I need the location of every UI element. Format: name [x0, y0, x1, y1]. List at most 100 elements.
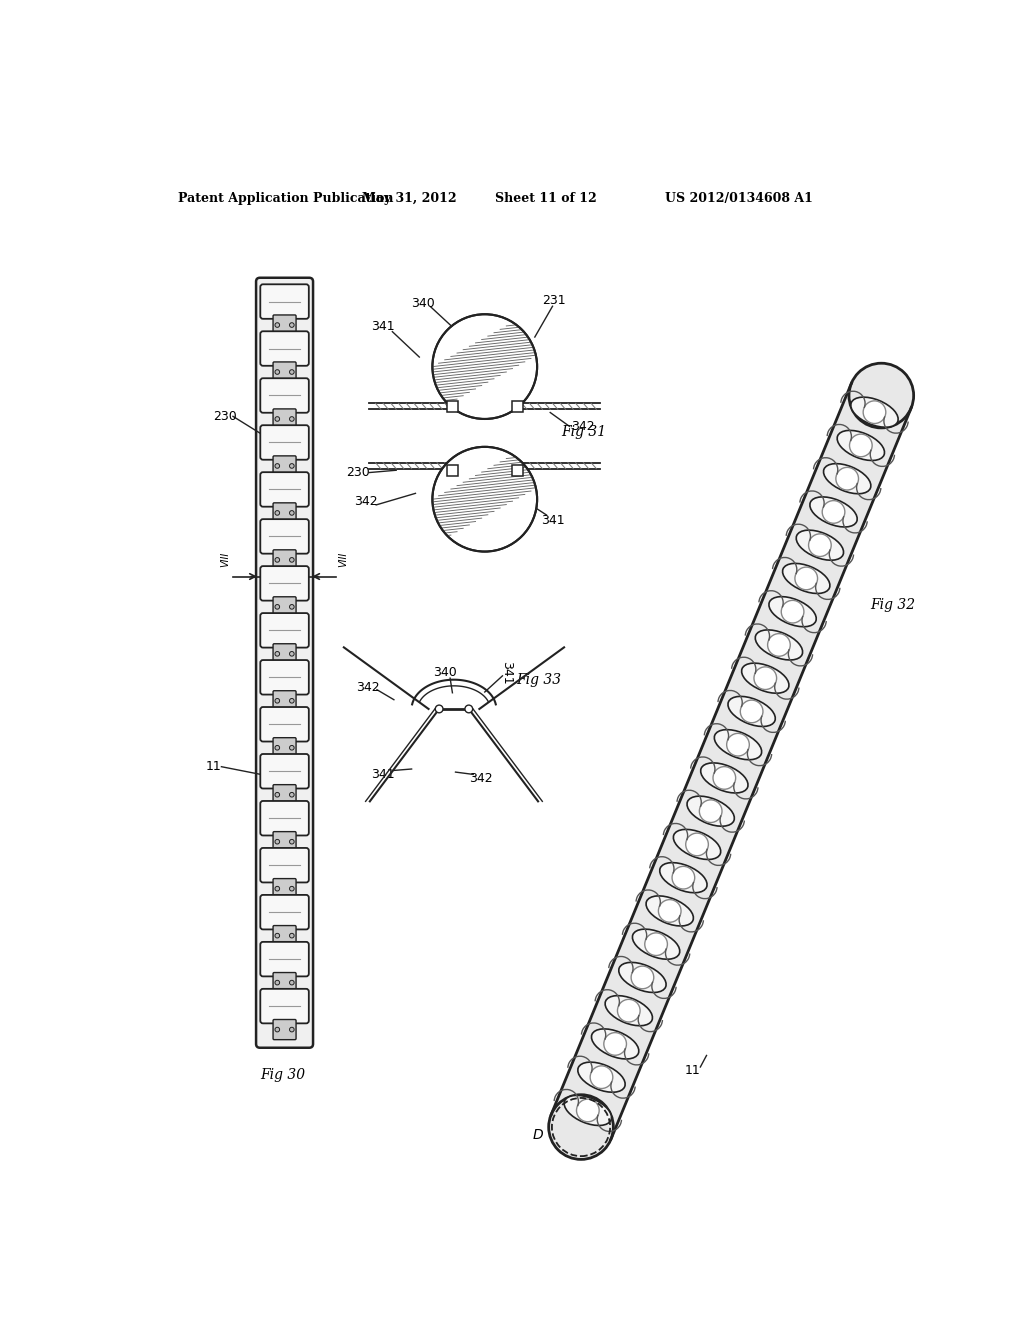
- Circle shape: [617, 999, 640, 1022]
- Circle shape: [822, 500, 845, 523]
- FancyBboxPatch shape: [273, 362, 296, 381]
- Ellipse shape: [756, 630, 803, 660]
- Text: 341: 341: [541, 513, 564, 527]
- Ellipse shape: [851, 397, 898, 428]
- Circle shape: [809, 533, 831, 557]
- Text: Sheet 11 of 12: Sheet 11 of 12: [496, 191, 597, 205]
- Text: Fig 31: Fig 31: [561, 425, 606, 438]
- Circle shape: [781, 601, 804, 623]
- Text: 11: 11: [606, 983, 622, 997]
- Ellipse shape: [797, 531, 844, 560]
- Circle shape: [713, 767, 735, 789]
- Text: May 31, 2012: May 31, 2012: [362, 191, 457, 205]
- Text: VIII: VIII: [339, 552, 348, 568]
- Text: Fig 33: Fig 33: [516, 673, 561, 688]
- Circle shape: [290, 746, 294, 750]
- Text: 342: 342: [469, 772, 493, 785]
- Circle shape: [275, 557, 280, 562]
- FancyBboxPatch shape: [260, 660, 309, 694]
- Circle shape: [275, 511, 280, 515]
- Circle shape: [275, 322, 280, 327]
- Ellipse shape: [782, 564, 829, 594]
- Circle shape: [850, 434, 872, 457]
- Ellipse shape: [741, 663, 788, 693]
- Bar: [446, 401, 458, 412]
- Circle shape: [290, 698, 294, 704]
- FancyBboxPatch shape: [260, 473, 309, 507]
- Ellipse shape: [728, 697, 775, 726]
- FancyBboxPatch shape: [273, 879, 296, 899]
- FancyBboxPatch shape: [273, 409, 296, 429]
- Circle shape: [275, 605, 280, 609]
- FancyBboxPatch shape: [260, 708, 309, 742]
- Circle shape: [290, 557, 294, 562]
- Circle shape: [290, 1027, 294, 1032]
- FancyBboxPatch shape: [273, 738, 296, 758]
- Circle shape: [290, 370, 294, 375]
- Circle shape: [290, 886, 294, 891]
- Text: VIII: VIII: [220, 552, 230, 568]
- Circle shape: [275, 746, 280, 750]
- Circle shape: [275, 886, 280, 891]
- Bar: [512, 401, 522, 412]
- Circle shape: [275, 698, 280, 704]
- Circle shape: [768, 634, 791, 656]
- Ellipse shape: [618, 962, 666, 993]
- Circle shape: [290, 652, 294, 656]
- Text: 341: 341: [500, 661, 513, 685]
- Text: 230: 230: [346, 466, 370, 479]
- Ellipse shape: [687, 796, 734, 826]
- Circle shape: [658, 900, 681, 923]
- Circle shape: [290, 463, 294, 469]
- Text: 230: 230: [213, 409, 237, 422]
- Circle shape: [435, 705, 443, 713]
- FancyBboxPatch shape: [260, 519, 309, 553]
- Ellipse shape: [633, 929, 680, 960]
- Text: 342: 342: [571, 420, 595, 433]
- Circle shape: [275, 1027, 280, 1032]
- Circle shape: [631, 966, 653, 989]
- Ellipse shape: [564, 1096, 611, 1126]
- Circle shape: [645, 933, 668, 956]
- Circle shape: [577, 1100, 599, 1122]
- Circle shape: [432, 314, 538, 418]
- FancyBboxPatch shape: [260, 989, 309, 1023]
- Text: Fig 30: Fig 30: [260, 1068, 305, 1081]
- Text: Patent Application Publication: Patent Application Publication: [178, 191, 394, 205]
- Circle shape: [836, 467, 858, 490]
- Ellipse shape: [674, 829, 721, 859]
- Ellipse shape: [823, 463, 870, 494]
- FancyBboxPatch shape: [273, 644, 296, 664]
- Circle shape: [727, 734, 750, 756]
- Ellipse shape: [592, 1028, 639, 1059]
- FancyBboxPatch shape: [260, 331, 309, 366]
- Circle shape: [290, 322, 294, 327]
- Text: 11: 11: [206, 760, 221, 774]
- FancyBboxPatch shape: [273, 1019, 296, 1040]
- FancyBboxPatch shape: [260, 566, 309, 601]
- Circle shape: [849, 363, 913, 428]
- Text: 231: 231: [543, 294, 566, 308]
- Circle shape: [275, 933, 280, 939]
- FancyBboxPatch shape: [260, 754, 309, 788]
- FancyBboxPatch shape: [260, 379, 309, 413]
- Circle shape: [290, 417, 294, 421]
- FancyBboxPatch shape: [273, 832, 296, 851]
- FancyBboxPatch shape: [256, 277, 313, 1048]
- FancyBboxPatch shape: [273, 784, 296, 805]
- Text: 342: 342: [353, 495, 377, 508]
- Circle shape: [290, 605, 294, 609]
- Circle shape: [275, 981, 280, 985]
- Bar: [512, 465, 522, 475]
- Text: 341: 341: [372, 319, 395, 333]
- Text: D: D: [532, 1127, 543, 1142]
- FancyBboxPatch shape: [260, 942, 309, 977]
- Circle shape: [604, 1032, 627, 1055]
- FancyBboxPatch shape: [273, 597, 296, 616]
- FancyBboxPatch shape: [273, 925, 296, 945]
- Circle shape: [686, 833, 709, 855]
- Ellipse shape: [605, 995, 652, 1026]
- Circle shape: [290, 933, 294, 939]
- FancyBboxPatch shape: [273, 503, 296, 523]
- Circle shape: [465, 705, 473, 713]
